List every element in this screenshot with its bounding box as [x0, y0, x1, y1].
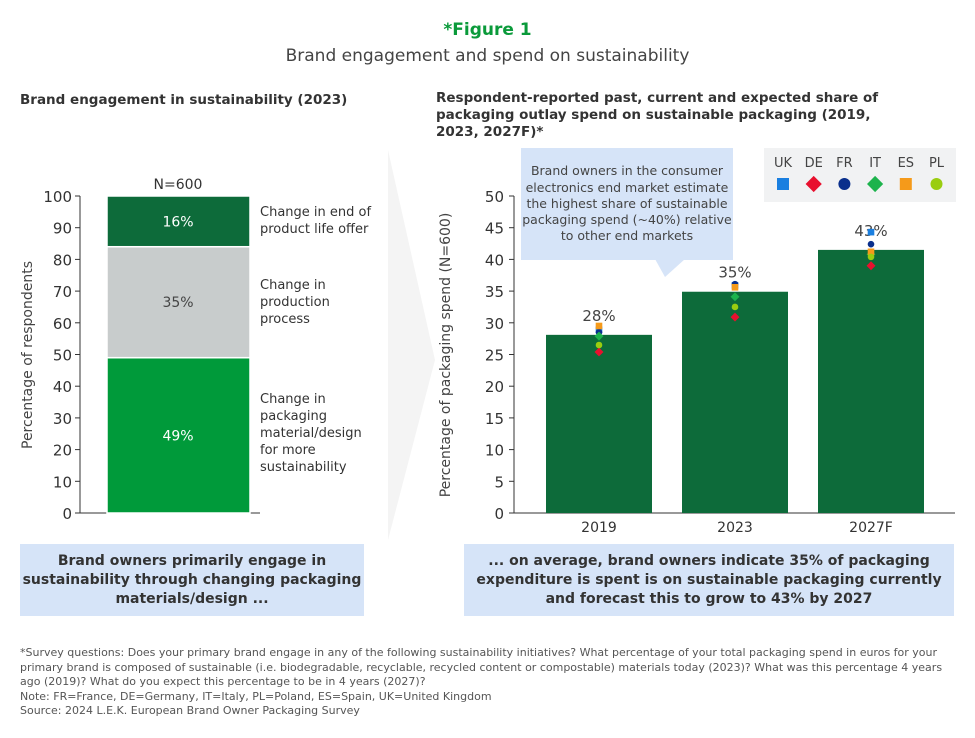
footnote-source: Source: 2024 L.E.K. European Brand Owner…	[20, 704, 360, 717]
legend-label-de: DE	[805, 156, 823, 171]
bar-value-label: 28%	[582, 307, 615, 325]
y-tick-label: 15	[485, 410, 504, 428]
callout-pointer	[655, 259, 685, 277]
y-tick-label: 5	[494, 473, 504, 491]
segment-value-label: 49%	[162, 428, 193, 444]
legend: UK DE FR IT ES PL	[764, 148, 956, 202]
y-tick-label: 35	[485, 283, 504, 301]
y-tick-label: 25	[485, 347, 504, 365]
figure-label: *Figure 1	[443, 20, 532, 40]
y-tick-label: 30	[53, 410, 72, 428]
legend-marker-it	[867, 175, 884, 193]
footnote-survey: *Survey questions: Does your primary bra…	[20, 646, 943, 688]
footnote-note: Note: FR=France, DE=Germany, IT=Italy, P…	[20, 689, 492, 703]
marker-pl-2023	[731, 303, 739, 311]
stacked-bar-segment	[106, 356, 251, 514]
y-tick-label: 45	[485, 220, 504, 238]
stacked-bar-segment	[106, 245, 251, 359]
marker-de-2027F	[866, 261, 876, 271]
y-tick-label: 10	[485, 442, 504, 460]
y-tick-label: 30	[485, 315, 504, 333]
right-chart-title: Respondent-reported past, current and ex…	[436, 90, 879, 140]
y-tick-label: 60	[53, 315, 72, 333]
marker-es-2027F	[867, 248, 875, 256]
y-tick-label: 80	[53, 251, 72, 269]
marker-pl-2019	[595, 341, 603, 349]
marker-it-2019	[594, 331, 604, 341]
y-tick-label: 100	[43, 188, 72, 206]
marker-es-2023	[731, 283, 739, 291]
marker-es-2019	[595, 322, 603, 330]
legend-label-pl: PL	[929, 156, 945, 171]
y-tick-label: 40	[485, 251, 504, 269]
y-axis-label: Percentage of packaging spend (N=600)	[438, 213, 454, 498]
y-tick-label: 0	[62, 505, 72, 523]
marker-pl-2027F	[867, 253, 875, 261]
bar-value-label: 35%	[718, 264, 751, 282]
marker-de-2023	[730, 312, 740, 322]
right-takeaway: ... on average, brand owners indicate 35…	[464, 544, 954, 616]
annotation-callout: Brand owners in the consumer electronics…	[521, 148, 733, 260]
x-tick-label: 2019	[581, 520, 617, 536]
y-tick-label: 0	[494, 505, 504, 523]
bar-2019	[546, 334, 652, 513]
y-tick-label: 40	[53, 378, 72, 396]
segment-label-end-of-life: Change in end of product life offer	[260, 205, 372, 237]
stacked-bar-segment	[106, 195, 251, 248]
segment-label-packaging: Change in packaging material/design for …	[260, 392, 362, 475]
y-tick-label: 70	[53, 283, 72, 301]
left-chart-title: Brand engagement in sustainability (2023…	[20, 92, 348, 108]
y-tick-label: 50	[485, 188, 504, 206]
legend-label-uk: UK	[774, 156, 793, 171]
marker-de-2019	[594, 347, 604, 357]
segment-label-production: Change in production process	[260, 278, 330, 327]
figure-title: Brand engagement and spend on sustainabi…	[285, 46, 690, 66]
x-tick-label: 2023	[717, 520, 753, 536]
y-axis-label: Percentage of respondents	[20, 261, 36, 449]
legend-label-fr: FR	[836, 156, 853, 171]
n-label: N=600	[154, 177, 203, 193]
bar-2027F	[818, 249, 924, 513]
arrow-shape	[388, 150, 435, 540]
bar-2023	[682, 291, 788, 513]
legend-marker-fr	[838, 178, 851, 190]
marker-fr-2027F	[867, 240, 875, 248]
y-tick-label: 10	[53, 473, 72, 491]
legend-label-es: ES	[898, 156, 914, 171]
segment-value-label: 35%	[162, 295, 193, 311]
segment-value-label: 16%	[162, 214, 193, 230]
footnotes: *Survey questions: Does your primary bra…	[20, 646, 960, 719]
y-tick-label: 50	[53, 347, 72, 365]
y-tick-label: 20	[485, 378, 504, 396]
legend-marker-uk	[777, 178, 789, 190]
legend-marker-de	[805, 175, 822, 193]
y-tick-label: 20	[53, 442, 72, 460]
marker-it-2023	[730, 292, 740, 302]
x-tick-label: 2027F	[849, 520, 893, 536]
legend-marker-pl	[930, 178, 943, 190]
legend-marker-es	[899, 178, 912, 190]
marker-uk-2027F	[867, 228, 875, 236]
y-tick-label: 90	[53, 220, 72, 238]
legend-label-it: IT	[869, 156, 881, 171]
left-takeaway: Brand owners primarily engage in sustain…	[20, 544, 364, 616]
